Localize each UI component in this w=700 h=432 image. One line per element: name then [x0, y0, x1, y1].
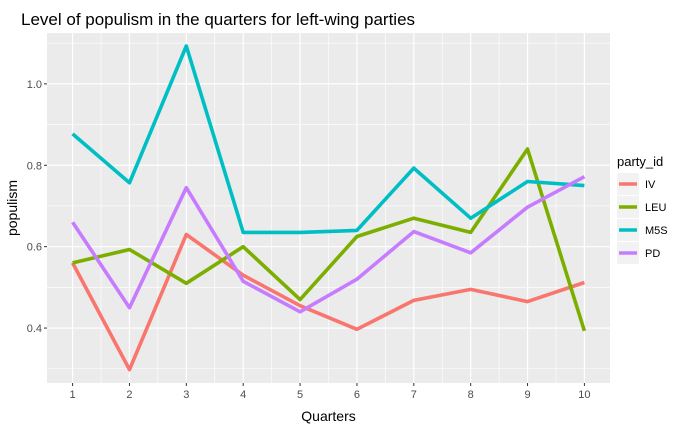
legend-label: LEU — [645, 202, 666, 214]
y-axis-title: populism — [4, 180, 20, 236]
series-line-pd — [71, 175, 586, 314]
x-tick-label: 10 — [578, 389, 590, 401]
x-tick-label: 6 — [354, 389, 360, 401]
x-tick-label: 3 — [183, 389, 189, 401]
legend-label: PD — [645, 248, 660, 260]
x-tick-label: 4 — [240, 389, 246, 401]
x-tick-label: 1 — [70, 389, 76, 401]
x-tick-label: 8 — [468, 389, 474, 401]
y-tick-label: 0.8 — [27, 160, 42, 172]
x-tick-label: 2 — [126, 389, 132, 401]
y-tick-label: 0.6 — [27, 242, 42, 254]
x-tick-label: 9 — [524, 389, 530, 401]
x-tick-label: 7 — [411, 389, 417, 401]
legend-title: party_id — [617, 154, 663, 169]
y-tick-label: 0.4 — [27, 323, 42, 335]
chart-title: Level of populism in the quarters for le… — [21, 10, 415, 29]
y-tick-label: 1.0 — [27, 79, 42, 91]
series-line-m5s — [71, 44, 585, 235]
axes: 0.4 0.6 0.8 1.0 1 2 3 4 5 6 7 8 9 10 — [27, 79, 591, 401]
legend-label: M5S — [645, 225, 668, 237]
legend: party_id IV LEU M5S PD — [617, 154, 668, 264]
series-lines — [71, 44, 587, 372]
series-line-iv — [71, 232, 585, 372]
x-tick-label: 5 — [297, 389, 303, 401]
series-line-leu — [72, 147, 587, 332]
x-axis-title: Quarters — [301, 408, 355, 424]
legend-label: IV — [645, 179, 656, 191]
grid-lines — [47, 33, 610, 383]
